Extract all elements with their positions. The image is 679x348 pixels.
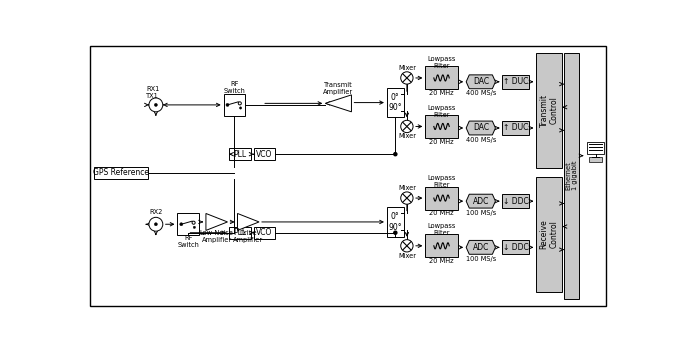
Polygon shape xyxy=(325,95,352,112)
Circle shape xyxy=(394,153,397,156)
Text: 20 MHz: 20 MHz xyxy=(429,139,454,145)
Text: Transmit
Control: Transmit Control xyxy=(540,94,559,127)
Circle shape xyxy=(238,102,241,105)
Bar xyxy=(223,94,245,116)
Text: 20 MHz: 20 MHz xyxy=(429,90,454,96)
Text: ↑ DUC: ↑ DUC xyxy=(502,124,528,133)
Bar xyxy=(425,234,458,258)
Text: 20 MHz: 20 MHz xyxy=(429,258,454,264)
Polygon shape xyxy=(466,194,496,208)
Bar xyxy=(425,115,458,138)
Text: Ethernet
1 gigabit: Ethernet 1 gigabit xyxy=(565,161,579,190)
Circle shape xyxy=(401,240,413,252)
Bar xyxy=(425,66,458,89)
Bar xyxy=(564,53,579,299)
Text: DAC: DAC xyxy=(473,124,489,133)
Text: Lowpass
Filter: Lowpass Filter xyxy=(427,223,456,236)
Text: PLL: PLL xyxy=(234,150,246,159)
Bar xyxy=(425,187,458,209)
Circle shape xyxy=(401,120,413,133)
Bar xyxy=(589,157,602,162)
Circle shape xyxy=(394,231,397,234)
Text: RX1
TX1: RX1 TX1 xyxy=(146,86,160,99)
Text: 0°
90°: 0° 90° xyxy=(388,212,402,232)
Text: VCO: VCO xyxy=(256,228,273,237)
Bar xyxy=(94,166,148,179)
Text: 100 MS/s: 100 MS/s xyxy=(466,256,496,262)
Text: Low-Noise
Amplifier: Low-Noise Amplifier xyxy=(200,230,234,243)
Circle shape xyxy=(192,221,195,224)
Circle shape xyxy=(401,192,413,204)
Text: 400 MS/s: 400 MS/s xyxy=(466,136,496,143)
Text: VCO: VCO xyxy=(256,150,273,159)
Polygon shape xyxy=(238,213,259,230)
Bar xyxy=(177,213,199,235)
Bar xyxy=(229,148,251,160)
Text: Lowpass
Filter: Lowpass Filter xyxy=(427,56,456,69)
Bar xyxy=(229,227,251,239)
Bar xyxy=(536,176,562,292)
Text: Receive
Control: Receive Control xyxy=(540,219,559,249)
Text: ADC: ADC xyxy=(473,197,489,206)
Text: 400 MS/s: 400 MS/s xyxy=(466,90,496,96)
Bar xyxy=(387,88,404,117)
Text: Mixer: Mixer xyxy=(398,185,416,191)
Text: RX2: RX2 xyxy=(149,209,162,215)
Text: 0°
90°: 0° 90° xyxy=(388,93,402,112)
Text: DAC: DAC xyxy=(473,77,489,86)
Text: ↓ DDC: ↓ DDC xyxy=(502,197,528,206)
Circle shape xyxy=(149,217,163,231)
Text: ADC: ADC xyxy=(473,243,489,252)
Bar xyxy=(387,207,404,237)
Text: Lowpass
Filter: Lowpass Filter xyxy=(427,175,456,188)
Bar xyxy=(502,75,528,89)
Bar xyxy=(502,194,528,208)
Bar xyxy=(587,142,604,154)
Text: PLL: PLL xyxy=(234,228,246,237)
Circle shape xyxy=(180,223,183,226)
Text: Mixer: Mixer xyxy=(398,65,416,71)
Text: 20 MHz: 20 MHz xyxy=(429,211,454,216)
Polygon shape xyxy=(206,213,227,230)
Bar xyxy=(536,53,562,168)
Circle shape xyxy=(194,226,196,229)
Polygon shape xyxy=(466,240,496,254)
Bar xyxy=(254,148,275,160)
Text: ↑ DUC: ↑ DUC xyxy=(502,77,528,86)
Circle shape xyxy=(154,223,158,226)
Text: RF
Switch: RF Switch xyxy=(177,235,199,248)
Text: GPS Reference: GPS Reference xyxy=(93,168,149,177)
Circle shape xyxy=(240,107,242,109)
Polygon shape xyxy=(466,121,496,135)
Bar xyxy=(502,240,528,254)
Bar xyxy=(502,121,528,135)
Text: Mixer: Mixer xyxy=(398,253,416,259)
Circle shape xyxy=(226,103,229,106)
Text: 100 MS/s: 100 MS/s xyxy=(466,210,496,216)
Text: ↓ DDC: ↓ DDC xyxy=(502,243,528,252)
Text: Mixer: Mixer xyxy=(398,134,416,140)
Text: RF
Switch: RF Switch xyxy=(223,81,245,94)
Text: Lowpass
Filter: Lowpass Filter xyxy=(427,104,456,118)
Circle shape xyxy=(401,72,413,84)
Circle shape xyxy=(154,103,158,106)
Text: Transmit
Amplifier: Transmit Amplifier xyxy=(323,82,354,95)
Polygon shape xyxy=(466,75,496,89)
Bar xyxy=(254,227,275,239)
Text: Drive
Amplifier: Drive Amplifier xyxy=(233,230,263,243)
Circle shape xyxy=(149,98,163,112)
